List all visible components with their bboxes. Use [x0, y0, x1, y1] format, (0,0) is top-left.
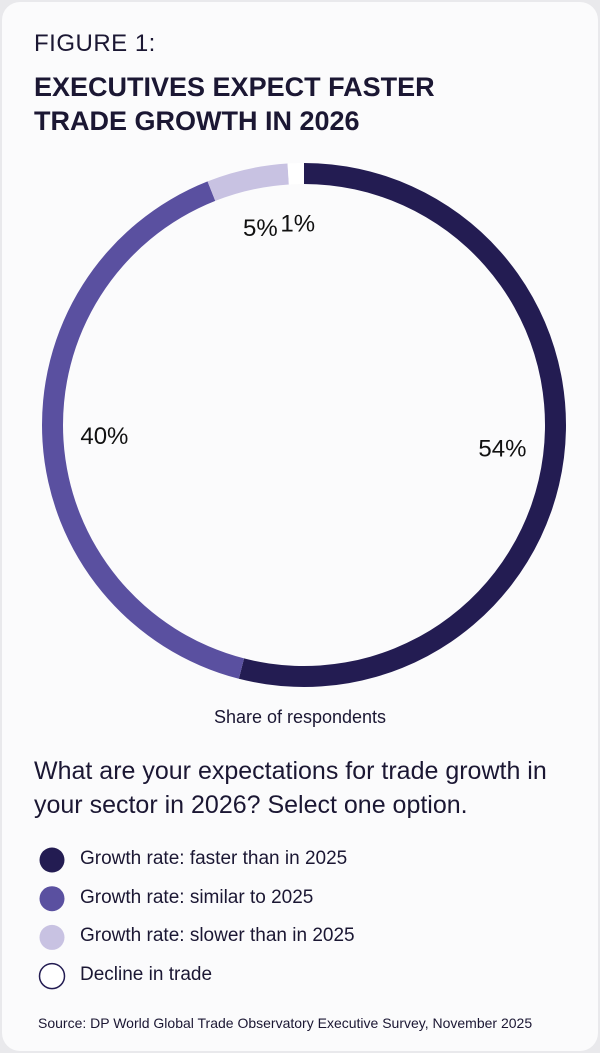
legend-swatch — [40, 925, 65, 950]
donut-segment — [239, 163, 566, 687]
legend-swatch — [40, 964, 65, 989]
donut-segment — [208, 164, 289, 201]
legend-swatch — [40, 848, 65, 873]
figure-label: FIGURE 1: — [34, 30, 156, 58]
data-label: 54% — [478, 435, 526, 462]
caption: Share of respondents — [2, 707, 598, 728]
question: What are your expectations for trade gro… — [34, 754, 579, 822]
legend-label: Decline in trade — [80, 964, 212, 986]
donut-segment — [288, 163, 304, 184]
data-label: 1% — [280, 210, 315, 237]
legend-label: Growth rate: similar to 2025 — [80, 887, 313, 909]
legend-swatch — [40, 886, 65, 911]
legend-label: Growth rate: faster than in 2025 — [80, 848, 347, 870]
donut-segment — [42, 181, 244, 678]
legend-label: Growth rate: slower than in 2025 — [80, 925, 355, 947]
chart-title: EXECUTIVES EXPECT FASTER TRADE GROWTH IN… — [34, 70, 454, 138]
data-label: 5% — [243, 215, 278, 242]
source: Source: DP World Global Trade Observator… — [38, 1015, 532, 1031]
data-label: 40% — [80, 423, 128, 450]
